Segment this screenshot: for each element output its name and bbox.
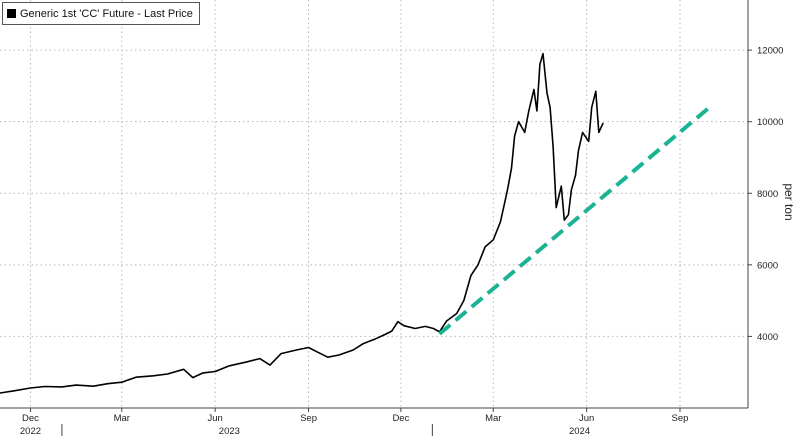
price-line xyxy=(0,52,604,394)
axes xyxy=(0,0,752,436)
x-tick-label: Dec xyxy=(22,413,39,424)
grid xyxy=(0,0,748,408)
y-axis-title: per ton xyxy=(782,183,796,220)
y-tick-label: 12000 xyxy=(757,46,783,57)
x-tick-label: Mar xyxy=(114,413,130,424)
tick-labels: 4000 6000 8000 10000 12000 Dec Mar Jun Sep Dec Mar… xyxy=(20,46,784,436)
y-tick-label: 6000 xyxy=(757,260,778,271)
x-tick-label: Sep xyxy=(300,413,317,424)
trend-line xyxy=(438,105,711,336)
series-layer xyxy=(0,52,711,394)
x-tick-label: Jun xyxy=(208,413,223,424)
x-tick-label: Dec xyxy=(392,413,409,424)
legend-label: Generic 1st 'CC' Future - Last Price xyxy=(20,7,193,20)
x-tick-label: Jun xyxy=(579,413,594,424)
x-tick-label: Sep xyxy=(672,413,689,424)
year-label: 2024 xyxy=(569,426,590,436)
legend-swatch-icon xyxy=(7,9,16,18)
legend: Generic 1st 'CC' Future - Last Price xyxy=(2,2,200,25)
x-tick-label: Mar xyxy=(485,413,501,424)
y-tick-label: 8000 xyxy=(757,189,778,200)
y-tick-label: 10000 xyxy=(757,117,783,128)
year-label: 2023 xyxy=(219,426,240,436)
y-tick-label: 4000 xyxy=(757,332,778,343)
year-label: 2022 xyxy=(20,426,41,436)
